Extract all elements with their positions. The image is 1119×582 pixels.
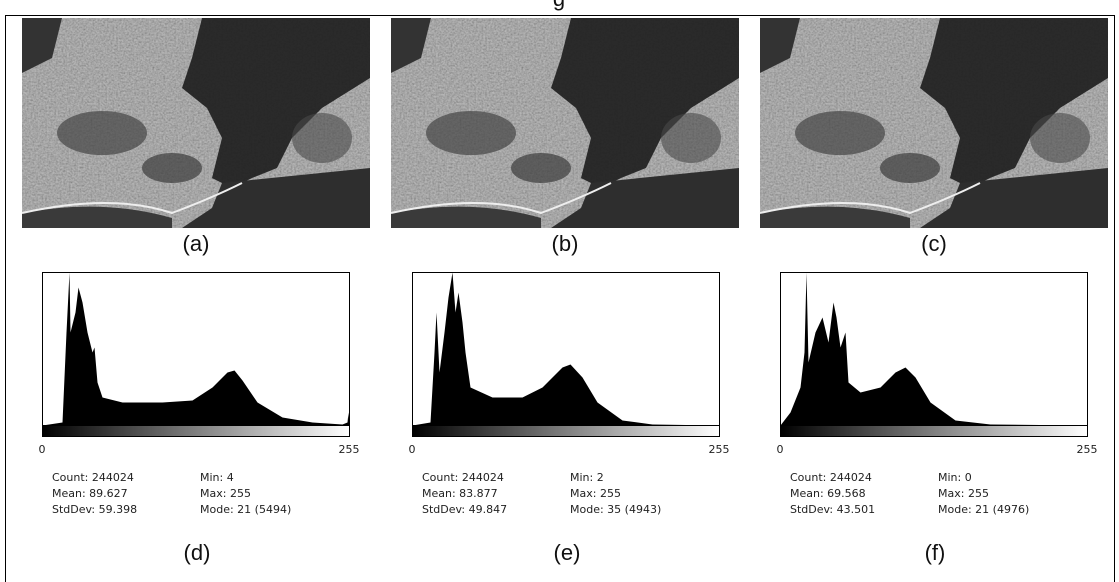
stat-text: Min: 4 — [200, 471, 234, 484]
histogram-shape — [412, 272, 720, 426]
stat-text: Max: 255 — [570, 487, 621, 500]
gray-scale-bar — [412, 425, 720, 437]
image-caption: (c) — [921, 231, 947, 256]
image-caption: (b) — [552, 231, 579, 256]
gray-scale-bar — [780, 425, 1088, 437]
axis-min-label: 0 — [39, 443, 46, 456]
stat-text: Mean: 89.627 — [52, 487, 128, 500]
axis-max-label: 255 — [339, 443, 360, 456]
stat-text: Mean: 69.568 — [790, 487, 866, 500]
stat-text: Mean: 83.877 — [422, 487, 498, 500]
axis-min-label: 0 — [777, 443, 784, 456]
stat-text: Max: 255 — [938, 487, 989, 500]
frame — [5, 15, 1115, 582]
axis-max-label: 255 — [1077, 443, 1098, 456]
stat-text: Mode: 21 (5494) — [200, 503, 291, 516]
stat-text: Min: 0 — [938, 471, 972, 484]
axis-min-label: 0 — [409, 443, 416, 456]
gray-scale-bar — [42, 425, 350, 437]
histogram-shape — [780, 272, 1088, 426]
satellite-image — [22, 18, 370, 228]
stat-text: Mode: 21 (4976) — [938, 503, 1029, 516]
clipped-title-fragment: g — [553, 0, 565, 11]
histogram-caption: (f) — [925, 540, 946, 565]
image-caption: (a) — [183, 231, 210, 256]
stat-text: StdDev: 49.847 — [422, 503, 507, 516]
stat-text: Count: 244024 — [790, 471, 872, 484]
stat-text: Max: 255 — [200, 487, 251, 500]
stat-text: Min: 2 — [570, 471, 604, 484]
stat-text: StdDev: 43.501 — [790, 503, 875, 516]
satellite-image — [391, 18, 739, 228]
stat-text: Mode: 35 (4943) — [570, 503, 661, 516]
histogram-caption: (e) — [554, 540, 581, 565]
satellite-image — [760, 18, 1108, 228]
stat-text: Count: 244024 — [52, 471, 134, 484]
stat-text: Count: 244024 — [422, 471, 504, 484]
stat-text: StdDev: 59.398 — [52, 503, 137, 516]
axis-max-label: 255 — [709, 443, 730, 456]
histogram-shape — [42, 272, 350, 426]
histogram-caption: (d) — [184, 540, 211, 565]
